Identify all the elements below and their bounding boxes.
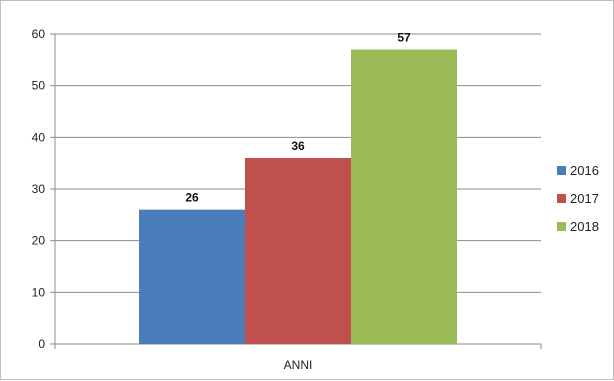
bar-2018 [351,49,457,344]
y-tick-label: 30 [32,182,46,196]
legend-swatch-2017 [557,194,566,203]
bars [139,49,457,344]
data-label-2016: 26 [185,191,199,205]
legend-swatch-2018 [557,222,566,231]
legend-label-2018: 2018 [570,219,599,234]
y-tick-label: 20 [32,234,46,248]
x-category-label: ANNI [284,358,313,372]
y-tick-label: 0 [38,337,45,351]
legend-swatch-2016 [557,166,566,175]
data-label-2018: 57 [397,31,411,45]
legend: 2016 2017 2018 [557,163,599,234]
legend-label-2016: 2016 [570,163,599,178]
y-tick-label: 40 [32,130,46,144]
y-tick-label: 10 [32,285,46,299]
bar-2017 [245,158,351,344]
bar-2016 [139,209,245,344]
data-labels: 26 36 57 [185,31,411,205]
legend-label-2017: 2017 [570,191,599,206]
y-tick-label: 60 [32,27,46,41]
data-label-2017: 36 [291,139,305,153]
y-tick-label: 50 [32,79,46,93]
